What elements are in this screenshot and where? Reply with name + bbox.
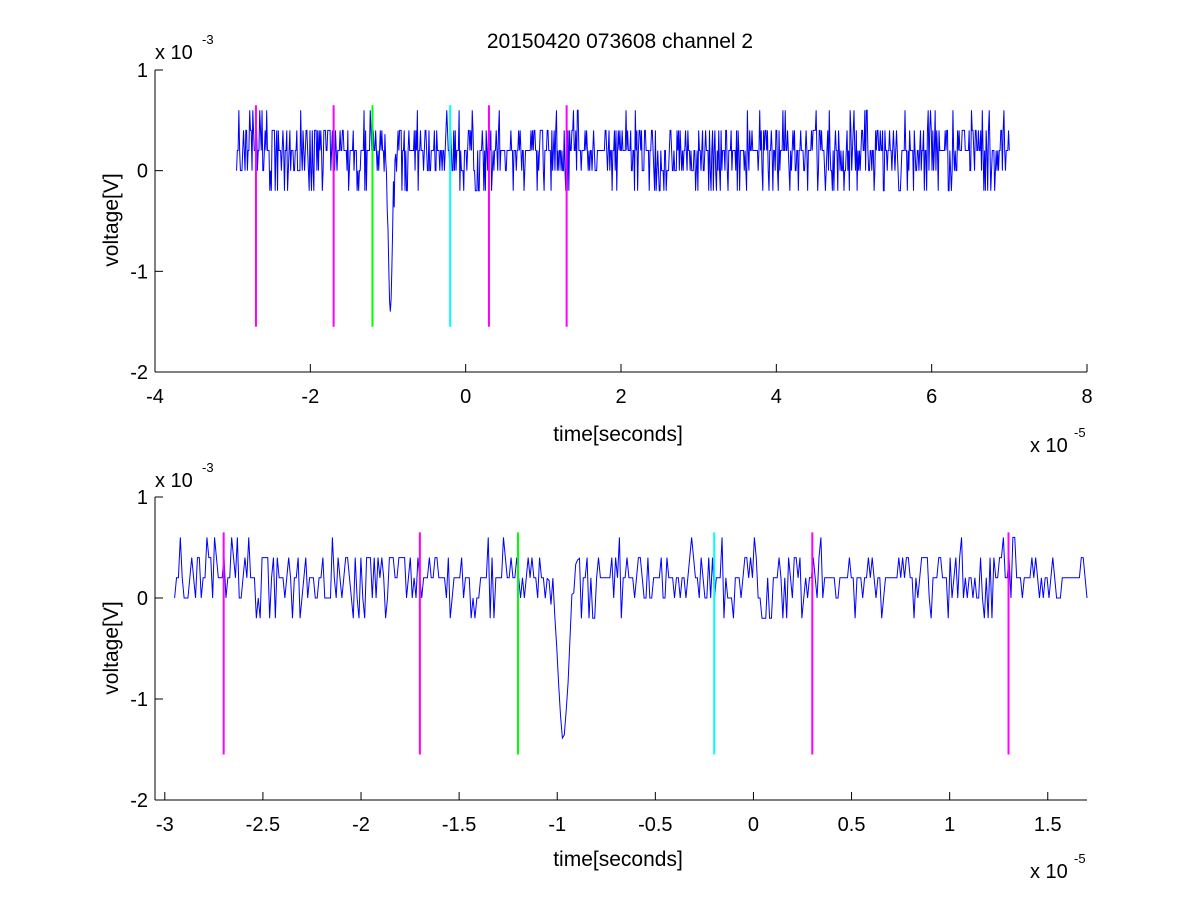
chart-title: 20150420 073608 channel 2 [487,30,753,53]
x-tick-label: -2.5 [246,814,280,836]
y-tick-label: -1 [130,689,148,711]
y-tick-label: 0 [137,161,148,183]
x-tick-label: 4 [771,386,782,408]
y-multiplier: x 10 [155,42,193,64]
top-chart: 20150420 073608 channel 2 x 10 -3 x 10 -… [100,30,1093,457]
y-tick-label: 1 [137,487,148,509]
y-tick-label: -1 [130,261,148,283]
y-tick-label: -2 [130,362,148,384]
x-tick-label: 6 [926,386,937,408]
x-exponent: -5 [1074,851,1086,866]
x-tick-label: 0.5 [838,814,866,836]
x-tick-label: -0.5 [638,814,672,836]
x-tick-label: -3 [156,814,174,836]
x-tick-label: 2 [615,386,626,408]
x-exponent: -5 [1074,425,1086,440]
plot-area: -3 -2.5 -2 -1.5 -1 -0.5 0 0.5 1 1.5 -2 -1 0 1 [130,487,1088,836]
x-tick-label: 0 [748,814,759,836]
x-exponent-label: x 10 -5 [1030,851,1086,883]
x-tick-label: -1 [548,814,566,836]
x-exponent-label: x 10 -5 [1030,425,1086,457]
x-multiplier: x 10 [1030,435,1068,457]
y-axis-label: voltage[V] [100,173,123,266]
x-multiplier: x 10 [1030,861,1068,883]
x-tick-label: 8 [1081,386,1092,408]
x-tick-label: 0 [460,386,471,408]
y-axis-label: voltage[V] [100,601,123,694]
y-tick-label: -2 [130,790,148,812]
x-tick-label: 1 [944,814,955,836]
y-exponent: -3 [202,460,214,475]
signal-trace [236,109,1010,312]
x-tick-label: -2 [301,386,319,408]
bottom-chart: x 10 -3 x 10 -5 time[seconds] voltage[V]… [100,460,1088,883]
y-multiplier: x 10 [155,470,193,492]
x-tick-label: -1.5 [442,814,476,836]
x-tick-label: 1.5 [1034,814,1062,836]
x-axis-label: time[seconds] [553,423,683,446]
x-axis-label: time[seconds] [553,848,683,871]
y-exponent-label: x 10 -3 [155,460,214,492]
y-exponent: -3 [202,32,214,47]
y-tick-label: 1 [137,60,148,82]
y-tick-label: 0 [137,588,148,610]
y-exponent-label: x 10 -3 [155,32,214,64]
signal-trace [174,536,1088,740]
x-tick-label: -4 [146,386,164,408]
plot-area: -4 -2 0 2 4 6 8-2-101 [130,60,1092,408]
x-tick-label: -2 [352,814,370,836]
